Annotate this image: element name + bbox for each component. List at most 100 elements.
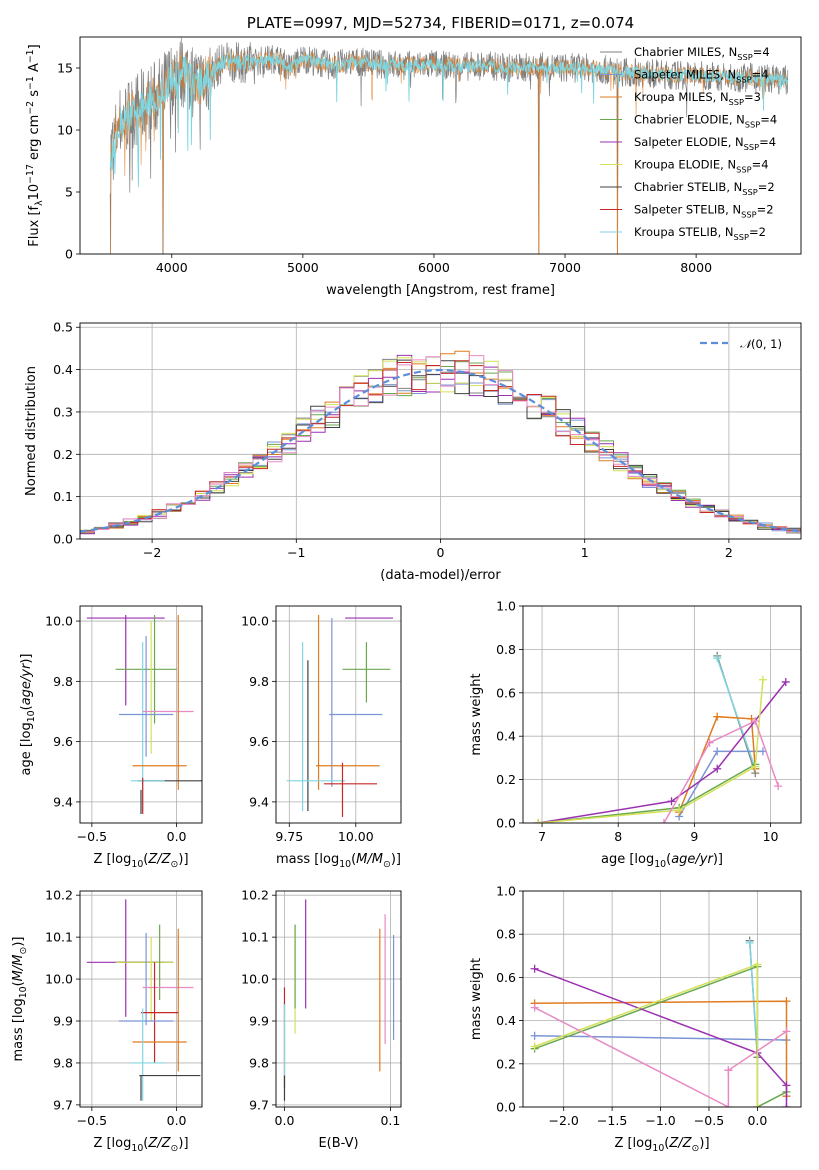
weight-marker	[751, 762, 760, 771]
plot-area	[86, 899, 201, 1101]
weight-marker	[753, 1103, 762, 1107]
y-axis-label: mass weight	[469, 673, 484, 755]
weight-line	[748, 942, 759, 1054]
axes-weight-vs-age: 7 8 9 10 0.0 0.2 0.4 0.6 0.8 1.0 age [log10(age/yr…	[469, 599, 802, 870]
axes-age-vs-z: −0.5 0.0 9.4 9.6 9.8 10.0 Z [log10(Z/Z⊙)] age […	[19, 605, 203, 870]
y-tick-label: 10.0	[241, 972, 269, 987]
legend: 𝒩(0, 1)	[700, 337, 782, 351]
y-tick-label: 10.1	[241, 930, 269, 945]
y-tick-label: 5	[65, 185, 73, 200]
x-axis-label: wavelength [Angstrom, rest frame]	[326, 283, 555, 298]
weight-series	[534, 675, 767, 823]
weight-marker	[782, 1103, 791, 1107]
weight-series	[713, 654, 760, 773]
weight-series	[659, 717, 783, 823]
weight-marker	[675, 805, 684, 814]
weight-line	[678, 715, 757, 813]
y-tick-label: 1.0	[496, 599, 516, 614]
y-tick-label: 1.0	[496, 884, 516, 899]
y-tick-label: 9.9	[53, 1014, 73, 1029]
weight-marker	[530, 964, 539, 973]
y-axis-label: age [log10(age/yr)]	[19, 653, 37, 775]
x-tick-label: 0.0	[275, 1113, 295, 1128]
legend-entry: Kroupa ELODIE, NSSP=4	[634, 158, 769, 175]
x-axis-label: E(B-V)	[318, 1136, 358, 1151]
weight-line	[538, 763, 756, 823]
x-axis-label: age [log10(age/yr)]	[601, 852, 723, 870]
axes-frame	[275, 605, 402, 824]
x-tick-label: −0.5	[77, 829, 107, 844]
y-tick-label: 0.0	[496, 816, 516, 831]
legend-entry: Salpeter STELIB, NSSP=2	[634, 203, 774, 220]
legend-entry: Salpeter MILES, NSSP=4	[634, 68, 769, 85]
axes-frame	[275, 890, 402, 1108]
x-tick-label: −1.5	[597, 1113, 627, 1128]
weight-marker	[758, 675, 767, 684]
y-tick-label: 10.2	[241, 888, 269, 903]
y-tick-label: 9.8	[53, 674, 73, 689]
y-tick-label: 9.8	[249, 674, 269, 689]
legend-entry: Chabrier STELIB, NSSP=2	[634, 180, 775, 197]
axes-mass-vs-z: −0.5 0.0 9.7 9.8 9.9 10.0 10.1 10.2 Z [log10(Z/Z…	[11, 888, 203, 1154]
y-tick-label: 0.0	[53, 532, 73, 547]
y-tick-label: 0.2	[496, 1056, 516, 1071]
y-tick-label: 9.4	[249, 794, 269, 809]
y-tick-label: 9.6	[249, 734, 269, 749]
y-axis-label: Normed distribution	[24, 366, 39, 496]
weight-line	[663, 719, 779, 823]
y-tick-label: 0.4	[53, 362, 73, 377]
x-tick-label: −1.0	[645, 1113, 675, 1128]
x-tick-label: 8	[614, 829, 622, 844]
y-axis-label: mass weight	[469, 958, 484, 1040]
y-tick-label: 10.0	[45, 614, 73, 629]
weight-series	[530, 1003, 791, 1107]
x-tick-label: 1	[581, 545, 589, 560]
y-tick-label: 0.4	[496, 729, 516, 744]
plot-area	[86, 615, 202, 814]
axes-spectrum: 4000 5000 6000 7000 8000 0 5 10 15 PLATE=0997, MJ…	[25, 14, 802, 298]
y-tick-label: 10.0	[45, 972, 73, 987]
chart-title: PLATE=0997, MJD=52734, FIBERID=0171, z=0…	[247, 14, 634, 32]
x-tick-label: −2	[143, 545, 161, 560]
weight-line	[534, 1006, 787, 1107]
weight-marker	[753, 960, 762, 969]
legend-entry: Kroupa STELIB, NSSP=2	[634, 225, 766, 242]
weight-series	[534, 760, 760, 823]
axes-frame	[79, 890, 203, 1108]
y-tick-label: 9.4	[53, 794, 73, 809]
x-axis-label: Z [log10(Z/Z⊙)]	[93, 852, 188, 870]
x-tick-label: 9.75	[275, 829, 303, 844]
x-tick-label: −1	[287, 545, 305, 560]
axes-residuals: −2 −1 0 1 2 0.0 0.1 0.2 0.3 0.4 0.5 (data-model)/er…	[24, 320, 802, 583]
y-tick-label: 0.1	[53, 489, 73, 504]
x-tick-label: 0.1	[380, 1113, 400, 1128]
legend-entry: 𝒩(0, 1)	[740, 337, 782, 351]
x-tick-label: 0.0	[167, 829, 187, 844]
axes-mass-vs-ebv: 0.0 0.1 9.7 9.8 9.9 10.0 10.1 10.2 E(B-V)	[241, 888, 402, 1151]
weight-marker	[782, 1081, 791, 1090]
weight-line	[534, 1034, 787, 1041]
y-tick-label: 0.8	[496, 927, 516, 942]
weight-marker	[667, 797, 676, 806]
x-tick-label: 7	[538, 829, 546, 844]
y-tick-label: 0.2	[496, 772, 516, 787]
x-tick-label: −0.5	[694, 1113, 724, 1128]
x-tick-label: −0.5	[77, 1113, 107, 1128]
x-axis-label: Z [log10(Z/Z⊙)]	[614, 1136, 709, 1154]
weight-marker	[782, 1027, 791, 1036]
weight-line	[538, 681, 787, 823]
plot-area	[530, 936, 791, 1107]
y-tick-label: 9.7	[53, 1097, 73, 1112]
weight-marker	[713, 764, 722, 773]
y-tick-label: 0	[65, 247, 73, 262]
x-tick-label: 0.0	[167, 1113, 187, 1128]
axes-frame	[79, 605, 203, 824]
x-tick-label: 0.0	[747, 1113, 767, 1128]
y-tick-label: 0.0	[496, 1100, 516, 1115]
y-tick-label: 10.1	[45, 930, 73, 945]
x-tick-label: 7000	[549, 260, 581, 275]
plot-area	[80, 350, 801, 535]
axes-weight-vs-z: −2.0 −1.5 −1.0 −0.5 0.0 0.0 0.2 0.4 0.6 0.8 1.0 Z […	[469, 884, 802, 1154]
x-axis-label: Z [log10(Z/Z⊙)]	[93, 1136, 188, 1154]
